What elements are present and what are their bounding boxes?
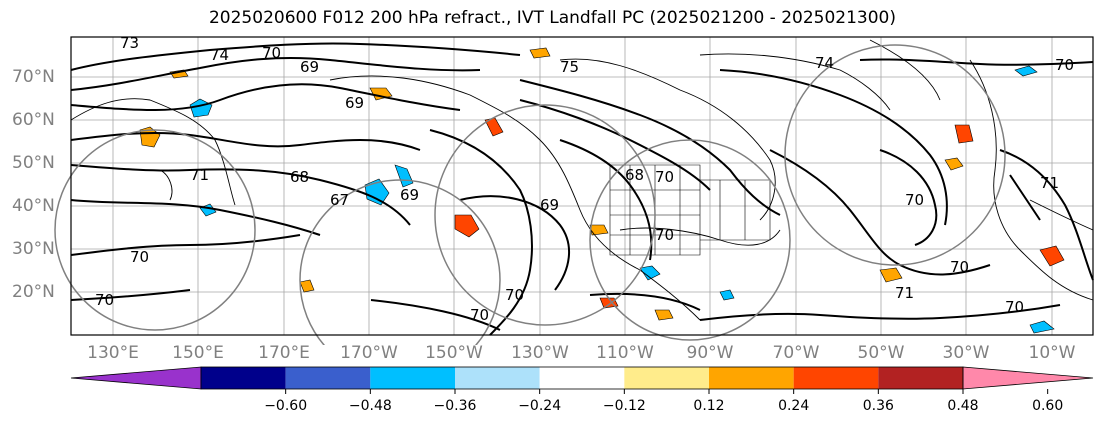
contour-label: 73	[120, 34, 139, 52]
lat-label-70n: 70°N	[12, 67, 55, 87]
contour-label: 70	[1005, 298, 1024, 316]
contour-label: 70	[950, 258, 969, 276]
colorbar-tick-label: −0.60	[264, 398, 308, 414]
contour-label: 74	[210, 46, 229, 64]
contour-label: 71	[1040, 174, 1059, 192]
contour-label: 70	[130, 248, 149, 266]
colorbar-segment	[70, 366, 202, 390]
contour-label: 70	[655, 168, 674, 186]
lat-label-50n: 50°N	[12, 153, 55, 173]
lon-label-70w: 70°W	[772, 343, 820, 363]
colorbar-segment	[793, 367, 879, 389]
contour-label: 71	[190, 166, 209, 184]
contour-label: 70	[905, 191, 924, 209]
contour-label: 69	[540, 196, 559, 214]
colorbar-tick-label: 0.12	[693, 398, 725, 414]
colorbar-segment	[539, 367, 625, 389]
colorbar-tick-label: 0.48	[947, 398, 979, 414]
contour-label: 67	[330, 191, 349, 209]
contour-label: 68	[290, 168, 309, 186]
colorbar-tick-label: 0.60	[1032, 398, 1064, 414]
lat-label-60n: 60°N	[12, 110, 55, 130]
contour-label: 75	[560, 58, 579, 76]
colorbar-segment	[201, 367, 286, 389]
colorbar-segment	[709, 367, 794, 389]
colorbar-tick-label: −0.12	[602, 398, 646, 414]
lon-label-90w: 90°W	[686, 343, 734, 363]
lon-label-110w: 110°W	[596, 343, 654, 363]
lat-label-40n: 40°N	[12, 196, 55, 216]
contour-labels: 73 74 70 69 69 75 74 70 68 67 69 69 68 70 70 70 70 71 70 71…	[95, 34, 1074, 324]
lon-label-30w: 30°W	[942, 343, 990, 363]
contour-label: 70	[262, 44, 281, 62]
colorbar-tick-label: −0.24	[518, 398, 562, 414]
lat-label-20n: 20°N	[12, 282, 55, 302]
lon-label-50w: 50°W	[857, 343, 905, 363]
lon-label-10w: 10°W	[1028, 343, 1076, 363]
colorbar-tick-label: −0.36	[433, 398, 477, 414]
colorbar-tick-label: 0.36	[862, 398, 894, 414]
colorbar-segment	[285, 367, 371, 389]
lon-label-150w: 150°W	[425, 343, 483, 363]
colorbar-segment	[370, 367, 455, 389]
contour-label: 70	[655, 226, 674, 244]
contour-label: 69	[400, 186, 419, 204]
lat-label-30n: 30°N	[12, 239, 55, 259]
colorbar-segment	[878, 367, 963, 389]
lon-label-130e: 130°E	[87, 343, 139, 363]
shaded-anomalies	[139, 47, 1065, 334]
map-panel: 73 74 70 69 69 75 74 70 68 67 69 69 68 70 70 70 70 71 70 71…	[54, 34, 1094, 345]
colorbar-segment	[455, 367, 540, 389]
lon-label-130w: 130°W	[511, 343, 569, 363]
map-title: 2025020600 F012 200 hPa refract., IVT La…	[208, 8, 896, 28]
contour-label: 70	[95, 291, 114, 309]
landfall-circles	[54, 44, 1006, 345]
colorbar-tick-label: −0.48	[348, 398, 392, 414]
lon-label-170e: 170°E	[258, 343, 310, 363]
colorbar-segment	[962, 366, 1094, 390]
refractivity-contours	[70, 42, 1094, 336]
colorbar-tick-label: 0.24	[778, 398, 810, 414]
lon-label-150e: 150°E	[172, 343, 224, 363]
contour-label: 69	[345, 94, 364, 112]
graticule	[71, 37, 1093, 335]
contour-label: 74	[815, 54, 834, 72]
lon-label-170w: 170°W	[340, 343, 398, 363]
contour-label: 71	[895, 284, 914, 302]
contour-label: 70	[1055, 56, 1074, 74]
contour-label: 70	[505, 286, 524, 304]
colorbar-segment	[624, 367, 709, 389]
map-frame	[70, 36, 1094, 336]
contour-label: 68	[625, 166, 644, 184]
contour-label: 69	[300, 58, 319, 76]
contour-label: 70	[470, 306, 489, 324]
coastlines	[70, 39, 1094, 321]
